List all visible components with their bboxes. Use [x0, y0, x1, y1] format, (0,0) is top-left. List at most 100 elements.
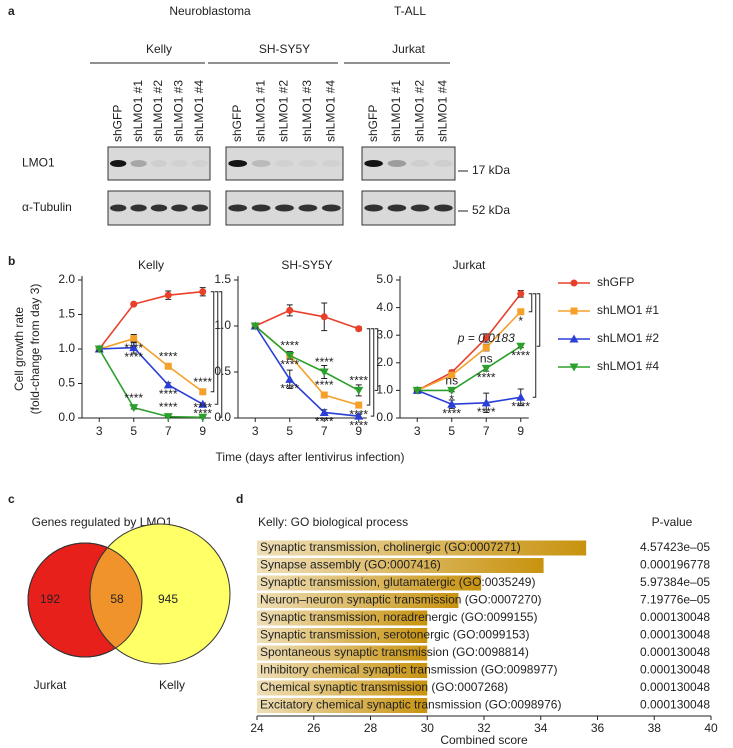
marker [285, 374, 295, 383]
blot-band [191, 160, 208, 167]
annotation: **** [477, 405, 496, 419]
significance-bracket [366, 328, 371, 406]
x-tick-label: 9 [199, 424, 206, 438]
marker [285, 351, 295, 360]
marker [164, 362, 172, 370]
bar-label: Spontaneous synaptic transmission (GO:00… [260, 645, 529, 659]
annotation: **** [315, 355, 334, 369]
x-axis-label: Time (days after lentivirus infection) [216, 450, 405, 464]
lane-label: shLMO1 #2 [151, 80, 165, 142]
pvalue: 0.000130048 [640, 628, 710, 642]
marker [354, 386, 364, 395]
group-label: Neuroblastoma [169, 4, 251, 18]
marker [482, 344, 490, 352]
annotation: **** [477, 370, 496, 384]
legend-label: shLMO1 #1 [597, 303, 659, 317]
chart-title: Jurkat [453, 258, 486, 272]
x-tick-label: 3 [96, 424, 103, 438]
blot-band [434, 204, 453, 212]
series-line [99, 337, 204, 393]
venn-count: 58 [110, 592, 124, 606]
marker [164, 291, 172, 299]
pvalue: 4.57423e–05 [640, 540, 710, 554]
marker [320, 391, 328, 399]
annotation: **** [159, 349, 178, 363]
bar [257, 698, 428, 713]
marker [129, 404, 139, 413]
blot-band [387, 204, 407, 212]
blot-band [364, 204, 383, 212]
annotation: **** [193, 400, 212, 414]
significance-bracket [374, 328, 379, 391]
marker [199, 388, 207, 396]
panel-label: b [8, 254, 15, 268]
marker [163, 413, 173, 422]
marker [481, 398, 491, 407]
pvalue: 0.000130048 [640, 610, 710, 624]
significance-bracket [536, 293, 541, 347]
series-line [254, 325, 359, 406]
pvalue: 0.000130048 [640, 698, 710, 712]
group-label: T-ALL [394, 4, 426, 18]
marker [320, 313, 328, 321]
marker [355, 401, 363, 409]
legend-label: shLMO1 #2 [597, 331, 659, 345]
pvalue: 0.000130048 [640, 663, 710, 677]
annotation: **** [280, 382, 299, 396]
cell-line-label: Kelly [146, 42, 172, 56]
legend-marker [570, 307, 578, 315]
lane-label: shLMO1 #3 [172, 80, 186, 142]
blot-band [191, 204, 208, 212]
y-tick-label: 0.0 [376, 410, 393, 424]
marker [412, 386, 422, 395]
pvalue: 0.000130048 [640, 680, 710, 694]
significance-bracket [214, 291, 219, 405]
x-tick-label: 32 [477, 721, 491, 735]
blot-band [298, 204, 318, 212]
x-tick-label: 5 [286, 424, 293, 438]
blot-band [171, 160, 188, 167]
annotation: **** [124, 391, 143, 405]
x-tick-label: 26 [307, 721, 321, 735]
blot-band [130, 160, 147, 167]
size-label: 17 kDa [472, 163, 510, 177]
series-line [416, 293, 522, 392]
series-line [417, 345, 522, 392]
bar [257, 540, 587, 556]
blot-band [298, 160, 318, 167]
annotation: **** [315, 415, 334, 429]
blot-band [150, 160, 168, 167]
marker [447, 399, 457, 408]
legend-label: shGFP [597, 275, 634, 289]
series-line [98, 290, 203, 350]
bar [257, 680, 428, 696]
marker [286, 306, 294, 314]
lane-label: shGFP [110, 105, 124, 142]
x-axis-label: Combined score [440, 733, 528, 747]
y-tick-label: 2.0 [58, 272, 75, 286]
lane-label: shLMO1 #4 [323, 80, 337, 142]
blot-band [251, 160, 271, 167]
annotation: **** [280, 339, 299, 353]
panel-label: a [8, 4, 15, 18]
bar [257, 593, 459, 608]
x-tick-label: 3 [414, 424, 421, 438]
blot-band [228, 160, 248, 167]
x-tick-label: 5 [130, 424, 137, 438]
lane-label: shGFP [366, 105, 380, 142]
marker [447, 386, 457, 395]
blot-band [228, 204, 248, 212]
series-line [98, 348, 203, 419]
venn-outline [27, 542, 143, 658]
y-tick-label: 1.0 [214, 318, 231, 332]
bar-label: Neuron–neuron synaptic transmission (GO:… [260, 593, 541, 607]
x-tick-label: 9 [355, 424, 362, 438]
blot-band [321, 160, 341, 167]
x-tick-label: 9 [517, 424, 524, 438]
legend-marker [569, 363, 579, 372]
blot-panel [107, 146, 211, 181]
blot-band [387, 160, 407, 167]
bar [257, 575, 482, 591]
y-tick-label: 4.0 [376, 300, 393, 314]
